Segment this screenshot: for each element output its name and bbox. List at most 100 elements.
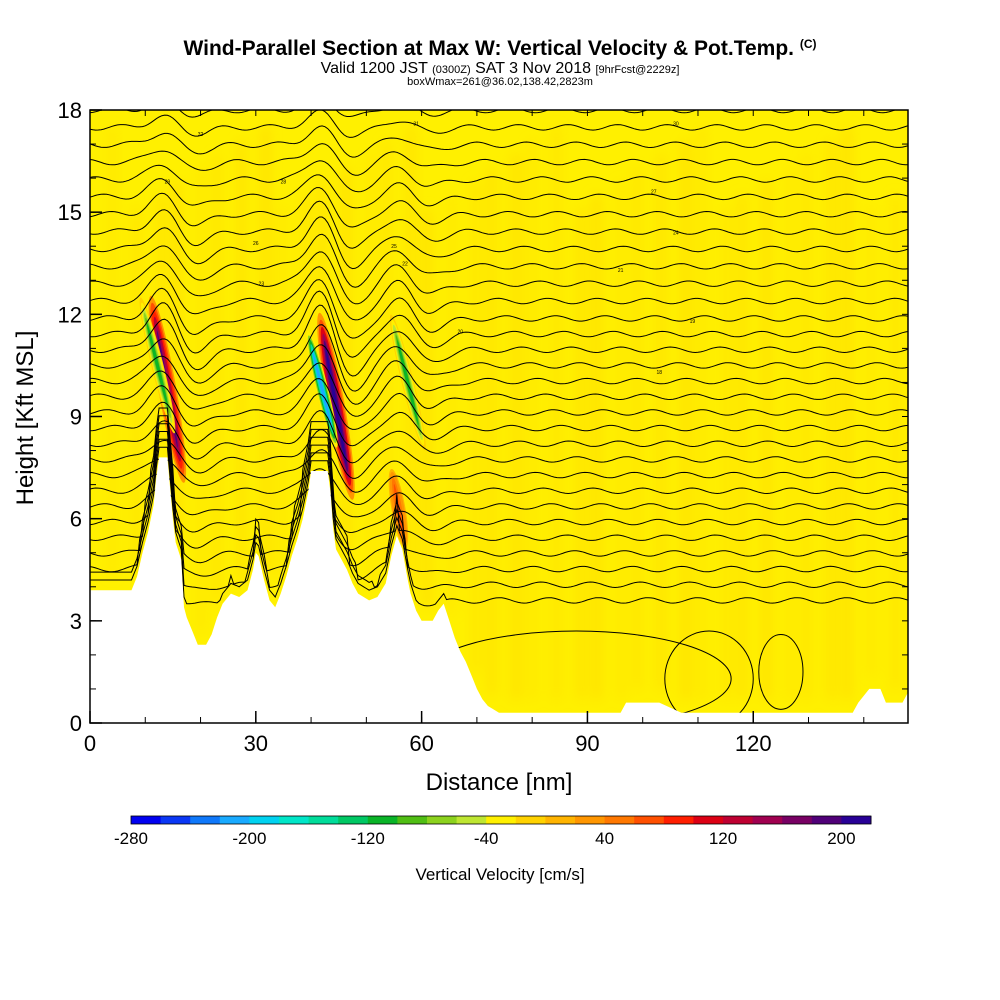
isentrope bbox=[90, 110, 908, 138]
isentrope-label: 19 bbox=[690, 319, 696, 325]
weak-updraft-streak bbox=[473, 181, 478, 673]
isentrope bbox=[90, 200, 908, 249]
isentrope bbox=[90, 415, 908, 551]
weak-updraft-streak bbox=[280, 208, 284, 577]
isentrope-label: 31 bbox=[413, 122, 419, 128]
colorbar-tick-label: -120 bbox=[351, 829, 385, 848]
y-tick-label: 0 bbox=[70, 711, 82, 736]
weak-updraft-streak bbox=[844, 127, 851, 700]
colorbar-swatch bbox=[515, 816, 546, 824]
isentrope bbox=[90, 233, 908, 288]
isentrope-labels: 32 31 30 29 28 27 26 25 24 23 22 21 20 19 18 bbox=[165, 122, 696, 377]
colorbar-tick-label: -200 bbox=[232, 829, 266, 848]
y-tick-label: 12 bbox=[58, 302, 82, 327]
x-tick-label: 0 bbox=[84, 731, 96, 756]
colorbar-tick-label: 40 bbox=[595, 829, 614, 848]
colorbar: -280 -200 -120 -40 40 120 200 bbox=[114, 815, 872, 848]
downdraft-cell bbox=[397, 339, 419, 425]
colorbar-tick-label: -40 bbox=[474, 829, 499, 848]
isentrope bbox=[90, 187, 908, 228]
x-tick-label: 60 bbox=[409, 731, 433, 756]
x-tick-label: 30 bbox=[244, 731, 268, 756]
colorbar-swatch bbox=[427, 816, 458, 824]
colorbar-swatch bbox=[131, 816, 162, 824]
weak-updraft-streak bbox=[724, 208, 729, 700]
isentrope bbox=[90, 431, 908, 581]
isentrope bbox=[90, 423, 908, 567]
colorbar-swatch bbox=[575, 816, 606, 824]
weak-updraft-streak bbox=[513, 154, 520, 700]
weak-updraft-streak bbox=[593, 195, 600, 700]
isentrope bbox=[90, 407, 908, 534]
weak-updraft-streak bbox=[215, 154, 220, 604]
weak-updraft-streak bbox=[262, 127, 269, 573]
valid-time: Valid 1200 JST bbox=[320, 60, 428, 77]
isentrope bbox=[90, 290, 908, 358]
weak-updraft-streak bbox=[804, 154, 809, 700]
terrain bbox=[90, 457, 908, 723]
valid-date: SAT 3 Nov 2018 bbox=[475, 60, 591, 77]
isentrope-label: 28 bbox=[281, 180, 287, 186]
colorbar-label: Vertical Velocity [cm/s] bbox=[415, 865, 584, 884]
isentrope bbox=[90, 82, 908, 98]
weak-updraft-streak bbox=[578, 208, 584, 700]
colorbar-swatch bbox=[693, 816, 724, 824]
weak-updraft-streak bbox=[619, 181, 623, 699]
isentrope-label: 26 bbox=[253, 241, 259, 247]
isentrope-label: 24 bbox=[673, 231, 679, 237]
colorbar-frame bbox=[130, 815, 872, 825]
colorbar-swatch bbox=[367, 816, 398, 824]
colorbar-tick-label: 200 bbox=[827, 829, 855, 848]
copyright-mark: (C) bbox=[799, 37, 817, 51]
chart-title: Wind-Parallel Section at Max W: Vertical… bbox=[0, 37, 1000, 61]
isentrope bbox=[90, 438, 908, 590]
isentrope bbox=[90, 468, 908, 506]
isentrope-label: 25 bbox=[391, 244, 397, 250]
chart-subtitle: Valid 1200 JST (0300Z) SAT 3 Nov 2018 [9… bbox=[0, 60, 1000, 78]
isentrope bbox=[90, 279, 908, 339]
weak-updraft-streak bbox=[763, 181, 770, 700]
colorbar-swatch bbox=[249, 816, 280, 824]
isentrope bbox=[90, 251, 908, 305]
isentrope-label: 20 bbox=[458, 329, 464, 335]
isentrope bbox=[90, 446, 908, 607]
y-tick-label: 3 bbox=[70, 609, 82, 634]
weak-updraft-streak bbox=[789, 167, 793, 700]
isentrope-label: 23 bbox=[259, 282, 265, 288]
isentrope-label: 27 bbox=[651, 190, 657, 196]
colorbar-swatch bbox=[545, 816, 576, 824]
weak-updraft-streak bbox=[199, 167, 203, 632]
colorbar-swatch bbox=[604, 816, 635, 824]
weak-updraft-streak bbox=[739, 195, 745, 700]
downdraft-cell bbox=[146, 322, 169, 408]
weak-updraft-streak bbox=[408, 127, 414, 582]
isentrope bbox=[90, 160, 908, 193]
weak-updraft-streak bbox=[635, 167, 640, 689]
x-tick-label: 120 bbox=[735, 731, 772, 756]
isentrope bbox=[90, 344, 908, 405]
utc-time: (0300Z) bbox=[432, 64, 471, 76]
isentrope bbox=[90, 449, 908, 493]
isentrope bbox=[90, 324, 908, 392]
colorbar-swatch bbox=[663, 816, 694, 824]
colorbar-swatch bbox=[219, 816, 250, 824]
colorbar-swatch bbox=[279, 816, 310, 824]
y-tick-label: 6 bbox=[70, 507, 82, 532]
colorbar-swatch bbox=[486, 816, 517, 824]
isentrope-label: 22 bbox=[402, 261, 408, 267]
colorbar-swatch bbox=[338, 816, 369, 824]
weak-updraft-streak bbox=[700, 127, 704, 700]
weak-updraft-streak bbox=[489, 167, 495, 695]
isentrope bbox=[90, 304, 908, 377]
colorbar-swatch bbox=[841, 816, 872, 824]
isentrope bbox=[90, 362, 908, 417]
colorbar-swatch bbox=[723, 816, 754, 824]
weak-updraft-streak bbox=[238, 140, 244, 582]
chart-title-text: Wind-Parallel Section at Max W: Vertical… bbox=[183, 37, 794, 60]
isentrope bbox=[90, 174, 908, 209]
isentrope-label: 32 bbox=[198, 132, 204, 138]
isentrope-label: 29 bbox=[165, 180, 171, 186]
isentropes bbox=[90, 82, 908, 723]
colorbar-swatch bbox=[190, 816, 221, 824]
